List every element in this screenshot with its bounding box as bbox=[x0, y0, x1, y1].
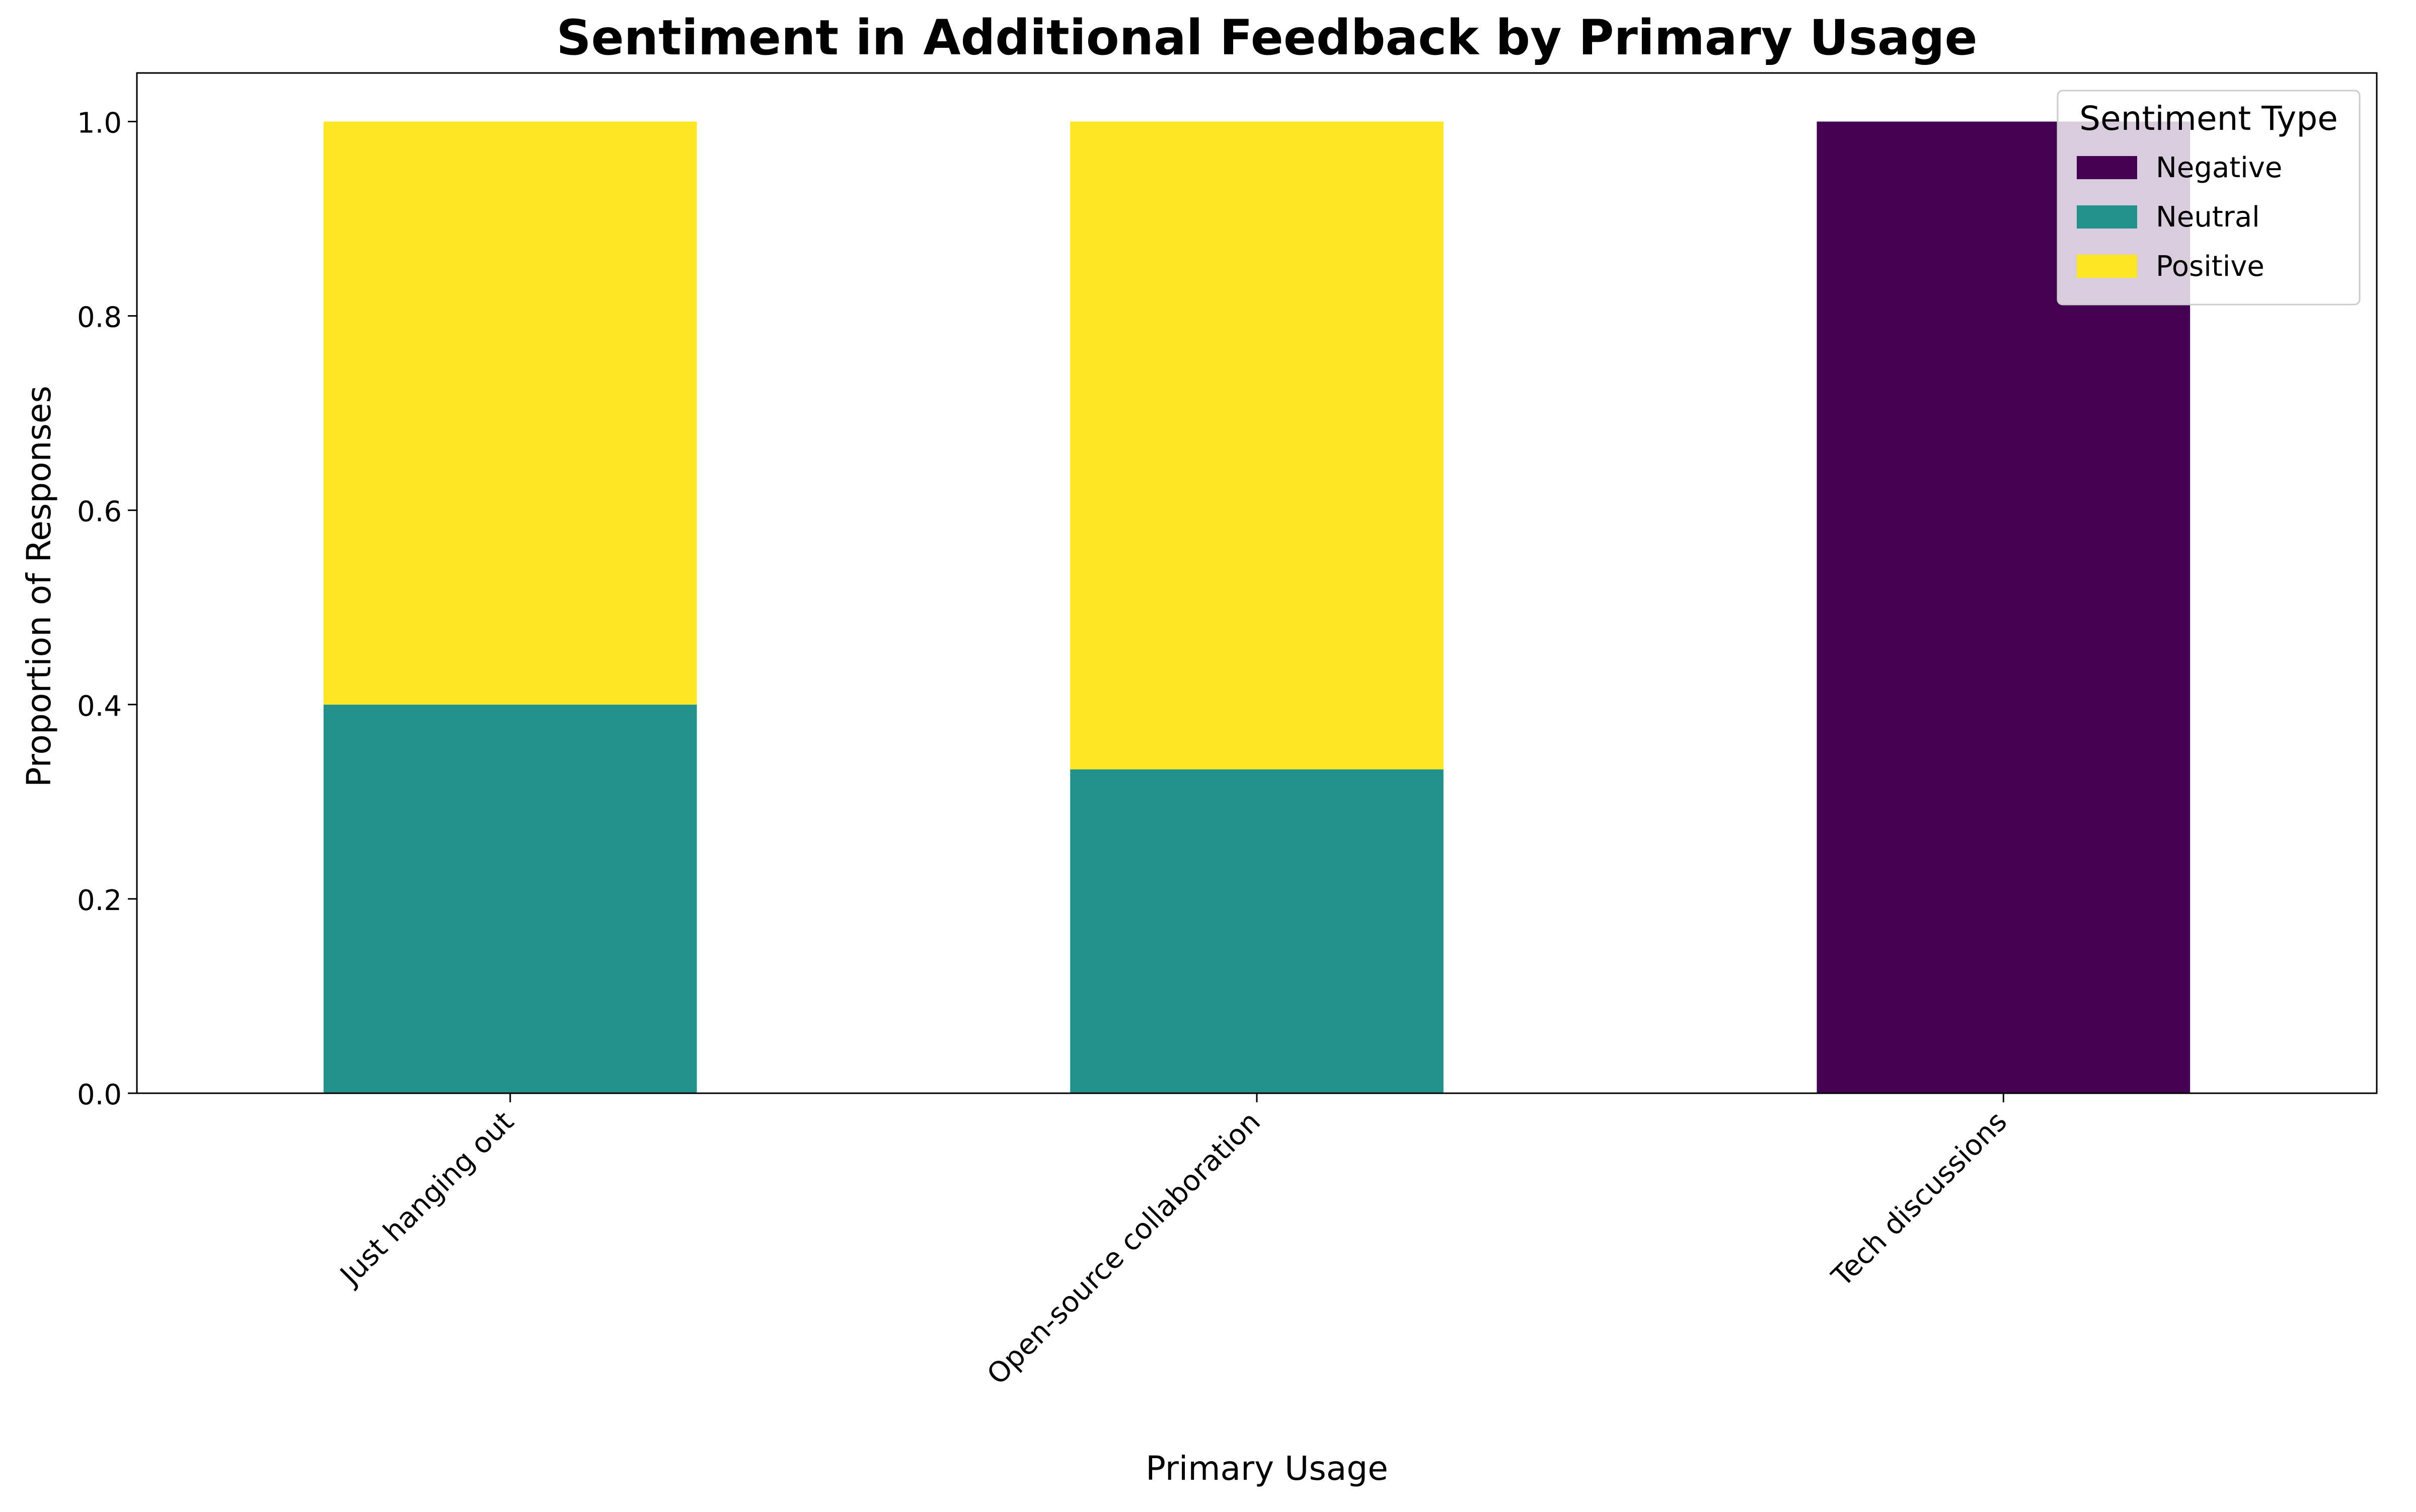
x-axis-label: Primary Usage bbox=[1146, 1449, 1388, 1488]
bar-segment-neutral-1 bbox=[1070, 769, 1444, 1093]
y-tick-label: 0.2 bbox=[77, 884, 122, 917]
legend: Sentiment Type Negative Neutral Positive bbox=[2057, 90, 2361, 306]
legend-swatch-positive bbox=[2077, 255, 2137, 278]
y-tick-label: 0.0 bbox=[77, 1079, 122, 1111]
bar-segment-positive-1 bbox=[1070, 121, 1444, 770]
legend-label-negative: Negative bbox=[2156, 152, 2282, 184]
legend-title: Sentiment Type bbox=[2079, 99, 2338, 138]
bar-segment-positive-0 bbox=[323, 121, 697, 705]
y-axis-label: Proportion of Responses bbox=[20, 386, 58, 787]
legend-swatch-negative bbox=[2077, 156, 2137, 179]
y-tick-label: 0.4 bbox=[77, 690, 122, 723]
plot-frame bbox=[136, 72, 2378, 1094]
legend-label-positive: Positive bbox=[2156, 250, 2264, 283]
y-tick-label: 0.6 bbox=[77, 496, 122, 528]
y-tick-label: 1.0 bbox=[77, 107, 122, 140]
legend-swatch-neutral bbox=[2077, 205, 2137, 229]
legend-label-neutral: Neutral bbox=[2156, 201, 2260, 234]
legend-box bbox=[2057, 90, 2361, 306]
bar-segment-neutral-0 bbox=[323, 704, 697, 1093]
chart-title: Sentiment in Additional Feedback by Prim… bbox=[556, 10, 1977, 66]
bars-layer bbox=[323, 121, 2191, 1093]
y-tick-label: 0.8 bbox=[77, 301, 122, 334]
